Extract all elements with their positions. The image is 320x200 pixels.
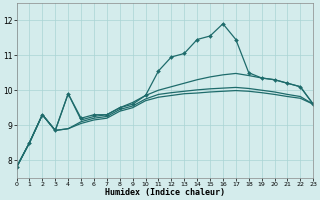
X-axis label: Humidex (Indice chaleur): Humidex (Indice chaleur) (105, 188, 225, 197)
